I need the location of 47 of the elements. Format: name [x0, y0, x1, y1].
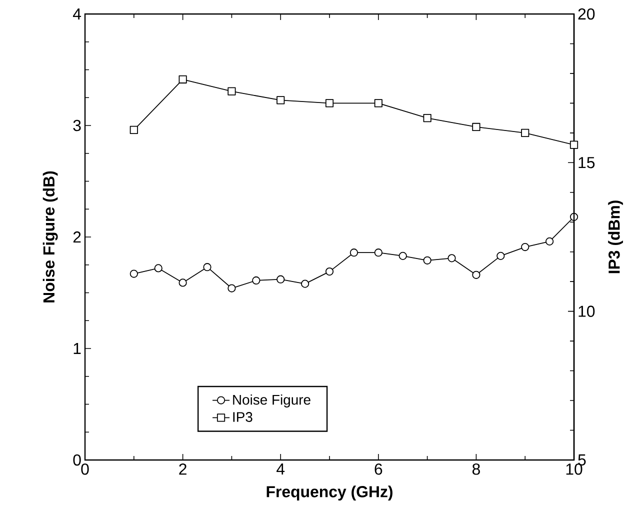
- y-axis-title: Noise Figure (dB): [42, 171, 58, 302]
- x-tick-label: 4: [276, 464, 285, 474]
- point: [496, 252, 505, 260]
- point: [203, 263, 212, 272]
- x-tick-label: 6: [374, 464, 382, 475]
- point: [350, 248, 358, 257]
- point: [154, 264, 162, 272]
- x-tick-label: 2: [179, 464, 186, 475]
- point: [546, 237, 554, 246]
- point: [301, 280, 310, 288]
- point: [276, 96, 285, 104]
- y-tick-label: 3: [73, 120, 81, 132]
- point: [521, 128, 530, 137]
- point: [423, 114, 432, 122]
- point: [130, 270, 138, 278]
- point: [374, 248, 382, 257]
- y-tick-label: 2: [73, 231, 81, 243]
- point: [448, 254, 456, 262]
- point: [472, 270, 480, 279]
- point: [178, 278, 187, 287]
- point: [374, 99, 382, 108]
- x-tick-label: 0: [81, 464, 89, 475]
- point: [130, 126, 138, 134]
- point: [570, 140, 578, 149]
- point: [423, 256, 432, 264]
- y-tick-label: 4: [72, 8, 82, 20]
- point: [252, 276, 260, 285]
- x-axis-title: Frequency (GHz): [266, 486, 392, 500]
- point: [521, 242, 530, 252]
- legend-label: IP3: [233, 412, 252, 422]
- point: [398, 252, 407, 260]
- y-tick-label: 1: [74, 343, 81, 354]
- y2-tick-label: 15: [578, 157, 595, 168]
- y2-tick-label: 10: [578, 306, 595, 317]
- legend-label: Noise Figure: [233, 394, 310, 408]
- point: [472, 122, 480, 132]
- point: [178, 75, 187, 84]
- x-tick-label: 8: [472, 464, 480, 475]
- point: [325, 268, 334, 276]
- point: [228, 284, 236, 292]
- point: [325, 99, 334, 108]
- x-tick-label: 10: [566, 464, 582, 475]
- y2-axis-title: IP3 (dBm): [608, 200, 623, 274]
- point: [276, 275, 285, 284]
- y2-tick-label: 20: [578, 8, 595, 20]
- point: [228, 87, 236, 96]
- y-tick-label: 0: [73, 454, 81, 466]
